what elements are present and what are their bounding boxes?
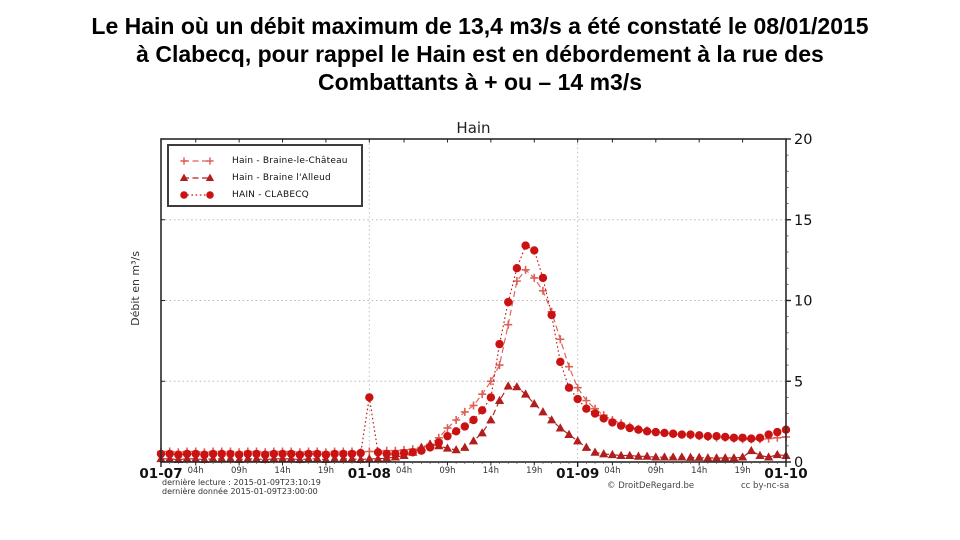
y-axis-label: Débit en m³/s <box>129 251 142 326</box>
x-axis-ticks: 01-07 04h 09h 14h 19h 01-08 04h 09h 14h 19h 01-09 0… <box>139 139 808 482</box>
legend-row-clabecq: HAIN - CLABECQ <box>177 186 361 203</box>
x-tick-label: 01-09 <box>556 466 599 482</box>
y-tick-label: 5 <box>794 374 803 390</box>
series-hain-braine-le-ch-teau <box>157 265 790 457</box>
legend-label: Hain - Braine-le-Château <box>232 155 348 166</box>
x-tick-label: 09h <box>439 466 455 476</box>
circle-marker-icon <box>180 190 214 199</box>
x-tick-label: 01-08 <box>348 466 391 482</box>
last-data-note: dernière donnée 2015-01-09T23:00:00 <box>162 487 318 496</box>
series-hain-clabecq <box>156 241 791 459</box>
x-tick-label: 09h <box>231 466 247 476</box>
slide-title: Le Hain où un débit maximum de 13,4 m3/s… <box>91 13 869 95</box>
x-tick-label: 04h <box>604 466 620 476</box>
copyright-note: © DroitDeRegard.be <box>607 481 695 491</box>
x-tick-label: 19h <box>734 466 750 476</box>
x-tick-label: 04h <box>396 466 412 476</box>
legend-row-braine-l-alleud: Hain - Braine l'Alleud <box>177 169 361 186</box>
license-note: cc by-nc-sa <box>741 481 790 491</box>
x-tick-label: 09h <box>648 466 664 476</box>
grid-lines <box>161 139 786 462</box>
chart-legend: Hain - Braine-le-Château Hain - Braine l… <box>167 144 363 207</box>
x-tick-label: 14h <box>483 466 499 476</box>
x-tick-label: 04h <box>188 466 204 476</box>
x-tick-label: 19h <box>318 466 334 476</box>
x-tick-label: 01-10 <box>764 466 807 482</box>
chart-title: Hain <box>456 119 491 137</box>
legend-row-braine-le-chateau: Hain - Braine-le-Château <box>177 152 361 169</box>
x-tick-label: 14h <box>691 466 707 476</box>
x-tick-label: 01-07 <box>139 466 182 482</box>
legend-label: HAIN - CLABECQ <box>232 189 309 200</box>
y-tick-label: 10 <box>794 294 812 310</box>
x-tick-label: 14h <box>274 466 290 476</box>
triangle-marker-icon <box>179 173 215 181</box>
y-axis-ticks: 0 5 10 15 20 <box>161 132 812 471</box>
x-tick-label: 19h <box>526 466 542 476</box>
y-tick-label: 0 <box>794 455 803 471</box>
y-tick-label: 20 <box>794 132 812 148</box>
last-reading-note: dernière lecture : 2015-01-09T23:10:19 <box>162 478 321 487</box>
y-tick-label: 15 <box>794 213 812 229</box>
plus-marker-icon <box>180 156 214 165</box>
legend-label: Hain - Braine l'Alleud <box>232 172 331 183</box>
